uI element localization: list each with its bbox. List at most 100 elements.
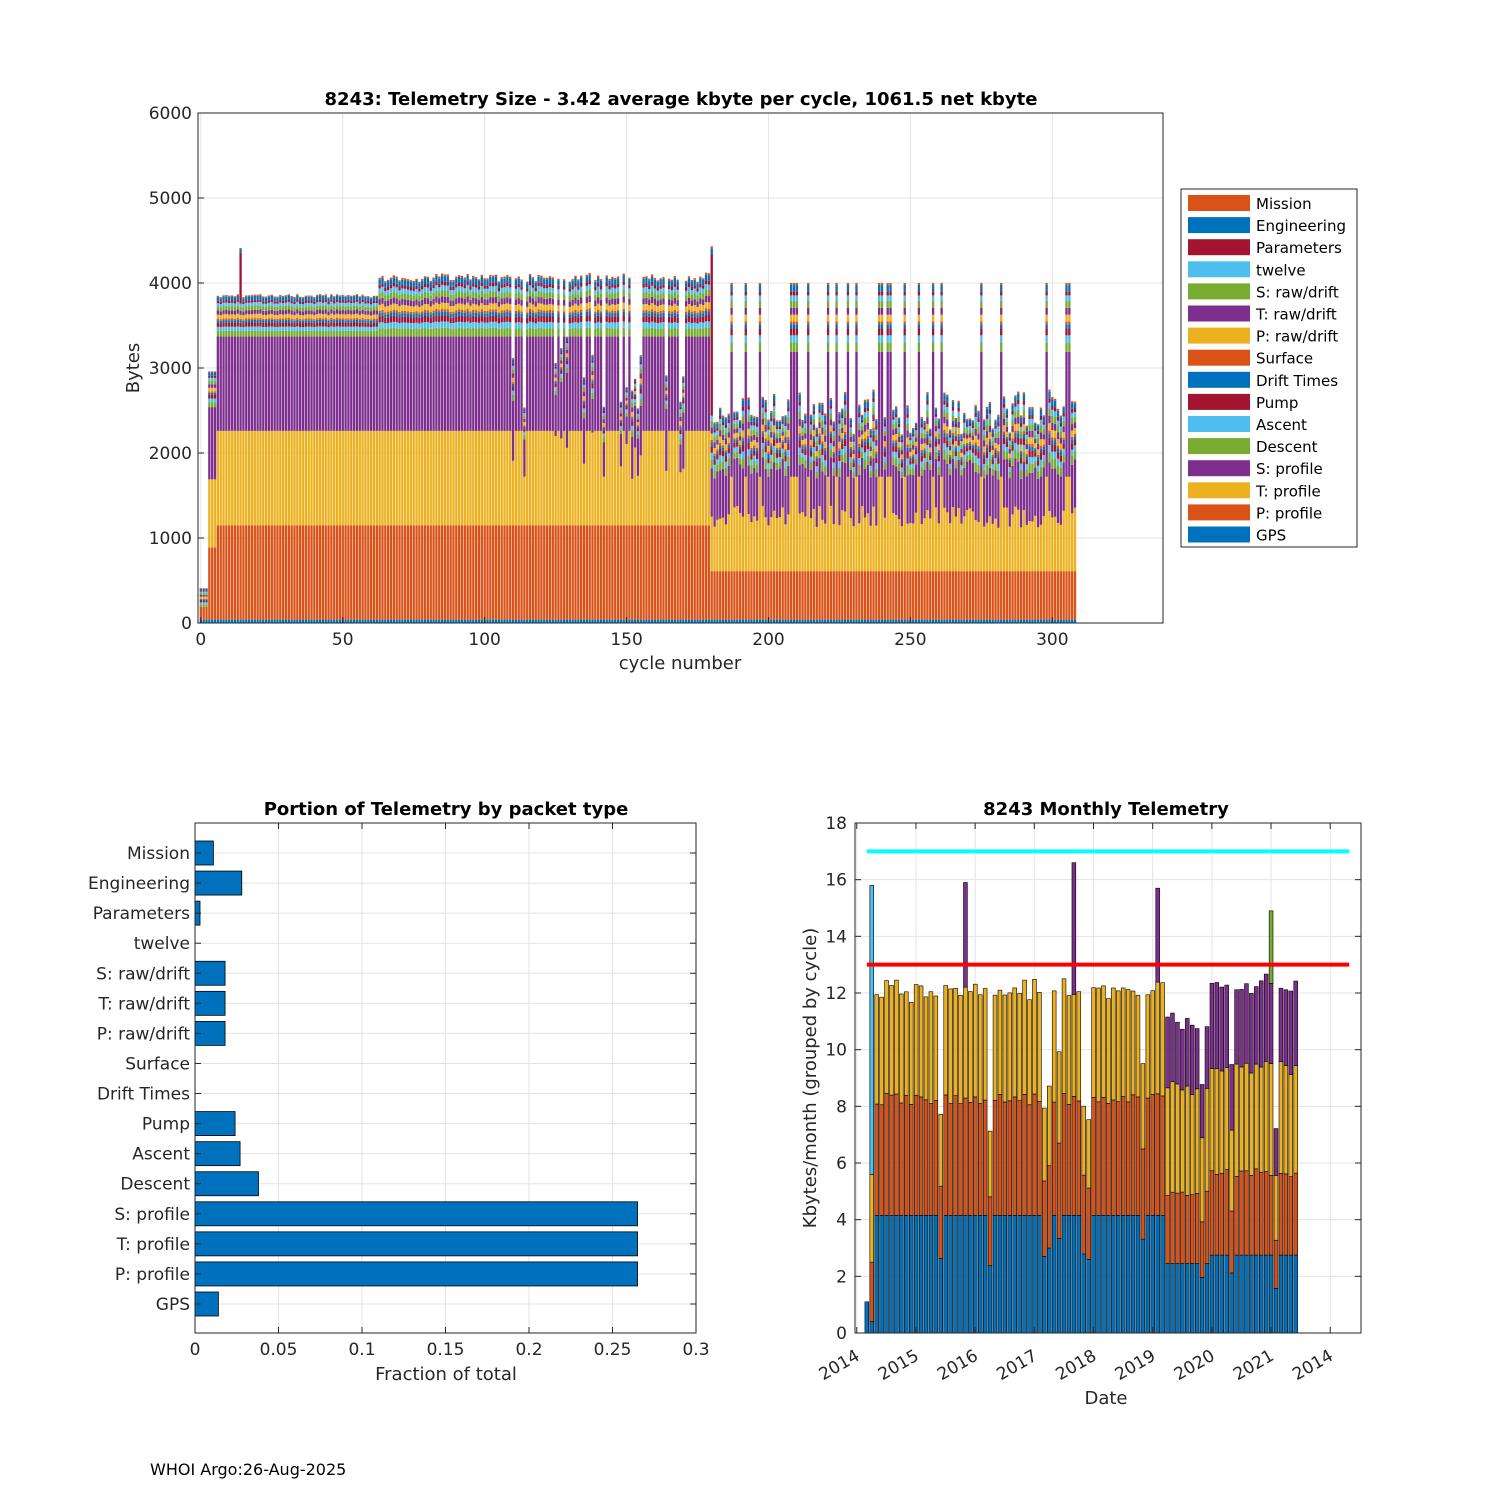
bar-segment-t-raw-drift [483, 299, 486, 306]
bar-segment-surface [965, 442, 969, 445]
bar-segment-drift-times [1005, 438, 1009, 442]
bar-segment-drift-times [520, 313, 523, 318]
bar-segment-parameters [250, 300, 254, 303]
bar-segment-s-profile [574, 336, 577, 431]
bar-segment-twelve [985, 418, 989, 425]
cycle-bar [656, 280, 659, 623]
bar-segment-t-raw-drift [878, 307, 881, 315]
bar-segment-s-raw-drift [381, 291, 384, 298]
bar-segment-p-profile [435, 525, 438, 620]
bar-segment-gps [702, 619, 705, 623]
bar-segment-drift-times [951, 435, 955, 439]
bar-segment-engineering [526, 283, 529, 289]
bar-segment-surface [577, 311, 580, 314]
bar-segment-engineering [662, 278, 665, 285]
bar-segment-drift-times [667, 313, 671, 317]
bar-segment-s-profile [665, 408, 668, 471]
bar-segment-mission [855, 283, 858, 286]
bar-segment-parameters [673, 283, 676, 287]
bar-segment-s-raw-drift [631, 402, 634, 408]
bar-segment-surface [228, 318, 231, 321]
bar-segment-ascent [841, 449, 844, 455]
cycle-bar [696, 281, 699, 623]
bar-segment-t-raw-drift [440, 296, 444, 303]
bar-segment-p-profile [571, 525, 574, 620]
bar-segment-parameters [988, 409, 992, 414]
bar-segment-gps [704, 619, 708, 623]
bar-segment-drift-times [753, 447, 756, 451]
bar-segment-p-profile [333, 525, 336, 620]
cycle-bar [386, 279, 390, 623]
cycle-bar [821, 402, 824, 623]
bar-segment-drift-times [483, 313, 486, 317]
bar-segment-gps [1022, 619, 1026, 623]
bar-segment-surface [327, 319, 330, 321]
bar-segment-p-raw-drift [906, 437, 909, 445]
bar-segment-descent [750, 465, 753, 474]
bar-segment-parameters [616, 283, 620, 288]
bar-segment-twelve [350, 303, 353, 307]
bar-segment-surface [750, 447, 753, 451]
bar-segment-t-profile [997, 527, 1000, 572]
bar-segment-engineering [262, 297, 265, 302]
bar-segment-s-raw-drift [863, 417, 867, 425]
bar-segment-drift-times [239, 320, 242, 323]
bar-segment-s-profile [253, 336, 256, 431]
bar-segment-parameters [755, 423, 759, 427]
cycle-bar [750, 414, 753, 623]
bar-segment-p-raw-drift [602, 423, 606, 427]
bar-segment-t-profile [971, 511, 975, 572]
bar-segment-t-raw-drift [611, 298, 614, 305]
bar-segment-p-raw-drift [267, 314, 271, 319]
bar-segment-descent [438, 328, 441, 337]
bar-segment-surface [597, 309, 600, 313]
bar-segment-surface [704, 308, 708, 312]
bar-segment-descent [330, 330, 333, 337]
bar-segment-descent [560, 377, 563, 382]
bar-segment-p-raw-drift [951, 426, 955, 433]
bar-segment-mission [690, 279, 694, 282]
bar-segment-descent [398, 328, 401, 337]
bar-segment-s-raw-drift [946, 412, 949, 420]
bar-segment-p-raw-drift [787, 429, 790, 437]
bar-segment-mission [429, 280, 432, 283]
bar-segment-ascent [965, 451, 969, 456]
bar-segment-descent [946, 454, 949, 464]
bar-segment-surface [287, 317, 290, 320]
bar-segment-p-profile [438, 525, 441, 620]
bar-segment-twelve [321, 302, 325, 306]
bar-segment-pump [656, 317, 659, 324]
bar-segment-parameters [974, 412, 977, 417]
bar-segment-gps [863, 619, 867, 623]
bar-segment-twelve [256, 302, 259, 306]
bar-segment-parameters [994, 425, 997, 429]
bar-segment-s-raw-drift [951, 415, 955, 422]
bar-segment-descent [588, 327, 591, 337]
bar-segment-pump [222, 322, 225, 327]
bar-segment-t-raw-drift [795, 307, 799, 315]
bar-segment-t-profile [486, 430, 489, 526]
bar-segment-t-profile [281, 430, 285, 526]
cycle-bar [693, 278, 696, 623]
bar-segment-parameters [511, 363, 515, 366]
bar-segment-pump [667, 316, 671, 323]
cycle-bar [778, 420, 782, 623]
bar-segment-t-raw-drift [682, 389, 685, 393]
bar-segment-ascent [574, 321, 577, 329]
bar-segment-p-profile [965, 571, 969, 620]
bar-segment-p-profile [245, 525, 248, 620]
bar-segment-gps [440, 619, 444, 623]
bar-segment-pump [614, 316, 617, 323]
bar-segment-parameters [293, 301, 296, 305]
bar-segment-parameters [347, 299, 350, 303]
cycle-bar [826, 283, 830, 623]
bar-segment-mission [946, 394, 949, 397]
bar-segment-p-profile [619, 525, 623, 620]
bar-segment-parameters [432, 284, 435, 289]
cycle-bar [650, 274, 654, 623]
bar-segment-s-profile [798, 465, 801, 514]
cycle-bar [931, 283, 935, 623]
bar-segment-t-profile [364, 430, 367, 526]
bar-segment-parameters [787, 407, 790, 412]
bar-segment-surface [707, 308, 711, 312]
